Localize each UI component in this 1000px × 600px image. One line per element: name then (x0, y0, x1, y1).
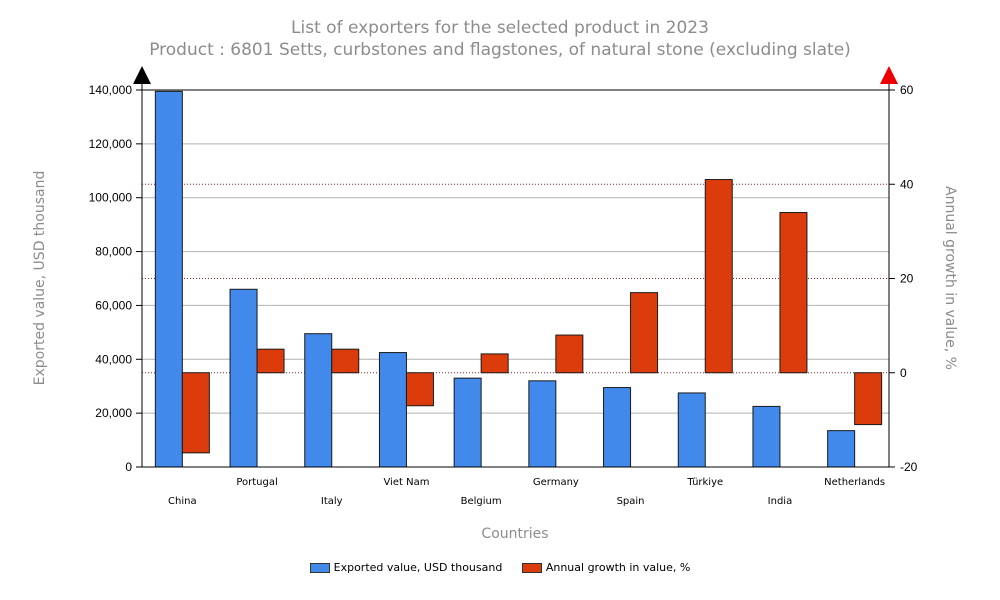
x-tick-label: Germany (533, 477, 579, 488)
red-triangle-up-icon (880, 66, 898, 84)
y2-tick-label: 20 (900, 272, 914, 286)
y-tick-label: 80,000 (95, 245, 132, 259)
bar-exported-value (229, 288, 258, 468)
x-axis-title: Countries (481, 526, 548, 542)
legend-item-annual-growth: Annual growth in value, % (521, 561, 691, 574)
x-tick-label: Belgium (461, 496, 502, 507)
bar-annual-growth (555, 334, 584, 374)
y2-axis-title: Annual growth in value, % (942, 186, 958, 370)
chart-title: List of exporters for the selected produ… (291, 18, 709, 38)
bar-annual-growth (480, 353, 509, 374)
x-tick-label: Türkiye (686, 477, 723, 488)
bar-annual-growth (331, 348, 360, 374)
bar-exported-value (528, 380, 557, 468)
y-tick-label: 60,000 (95, 298, 132, 312)
bar-exported-value (378, 352, 407, 468)
bar-exported-value (304, 333, 333, 468)
legend-swatch-exported-value (309, 562, 330, 573)
y-tick-label: 140,000 (89, 83, 133, 97)
bar-annual-growth (630, 292, 659, 374)
bar-annual-growth (256, 348, 285, 374)
legend-item-exported-value: Exported value, USD thousand (309, 561, 503, 574)
y-tick-label: 40,000 (95, 352, 132, 366)
bar-exported-value (453, 377, 482, 468)
x-tick-label: China (168, 496, 197, 507)
y-tick-label: 120,000 (89, 137, 133, 151)
y-tick-label: 100,000 (89, 191, 133, 205)
x-tick-label: Netherlands (824, 477, 885, 488)
bar-annual-growth (181, 372, 210, 454)
bar-exported-value (154, 90, 183, 468)
black-triangle-up-icon (133, 66, 151, 84)
legend: Exported value, USD thousand Annual grow… (0, 561, 1000, 576)
chart-subtitle: Product : 6801 Setts, curbstones and fla… (149, 40, 851, 60)
bar-annual-growth (704, 179, 733, 374)
x-tick-label: Italy (321, 496, 343, 507)
bar-annual-growth (779, 212, 808, 374)
bar-annual-growth (854, 372, 883, 426)
legend-label-annual-growth: Annual growth in value, % (545, 561, 691, 574)
x-tick-label: India (768, 496, 793, 507)
y-tick-label: 0 (125, 460, 132, 474)
bar-exported-value (677, 392, 706, 468)
y2-tick-label: 40 (900, 177, 914, 191)
bar-annual-growth (405, 372, 434, 407)
y-tick-label: 20,000 (95, 406, 132, 420)
legend-swatch-annual-growth (521, 562, 542, 573)
legend-label-exported-value: Exported value, USD thousand (333, 561, 503, 574)
x-tick-label: Spain (617, 496, 645, 507)
y-axis-title: Exported value, USD thousand (32, 171, 48, 386)
bar-exported-value (827, 430, 856, 468)
y2-tick-label: -20 (900, 460, 918, 474)
x-tick-label: Portugal (236, 477, 277, 488)
bar-exported-value (603, 387, 632, 468)
y2-tick-label: 0 (900, 366, 907, 380)
x-tick-label: Viet Nam (383, 477, 429, 488)
bar-exported-value (752, 405, 781, 468)
y2-tick-label: 60 (900, 83, 914, 97)
